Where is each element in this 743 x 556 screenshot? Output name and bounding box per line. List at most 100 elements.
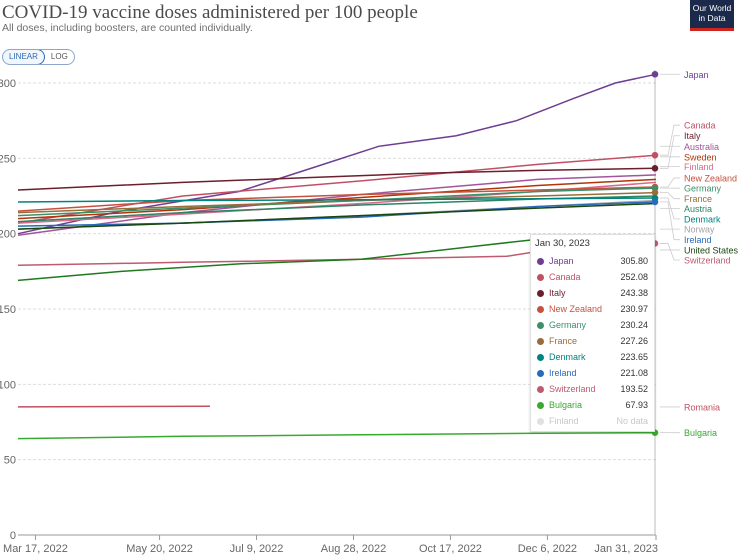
tooltip-value: 252.08 (620, 272, 648, 282)
tooltip-color-dot (537, 402, 544, 409)
series-end-dot (651, 165, 659, 172)
tooltip-row: Canada 252.08 (535, 271, 650, 285)
series-line (17, 167, 657, 191)
series-line (17, 237, 548, 282)
tooltip-color-dot (537, 354, 544, 361)
series-end-dot (651, 198, 659, 206)
label-connector (660, 197, 680, 220)
series-line (17, 197, 657, 203)
logo-line-2: in Data (698, 13, 726, 23)
tooltip-value: 221.08 (620, 368, 648, 378)
scale-toggle: LINEAR LOG (2, 49, 75, 65)
label-connector (660, 177, 680, 188)
label-connector (660, 192, 680, 200)
series-label: Australia (684, 142, 719, 152)
series-label: Norway (684, 225, 715, 235)
tooltip-series-name: Germany (549, 320, 587, 330)
label-connector (660, 201, 680, 241)
tooltip-value: 67.93 (625, 400, 648, 410)
tooltip-row: Japan 305.80 (535, 255, 650, 269)
series-label: Germany (684, 184, 722, 194)
x-tick-label: Dec 6, 2022 (518, 543, 577, 555)
series-label: Bulgaria (684, 428, 717, 438)
tooltip-value: 227.26 (620, 336, 648, 346)
tooltip-color-dot (537, 322, 544, 329)
label-connector (660, 124, 680, 156)
tooltip-color-dot (537, 386, 544, 393)
tooltip-row: Bulgaria 67.93 (535, 399, 650, 413)
tooltip-row: Italy 243.38 (535, 287, 650, 301)
y-tick-label: 100 (0, 379, 16, 391)
tooltip-color-dot (537, 290, 544, 297)
series-label: New Zealand (684, 173, 737, 183)
tooltip-row: Switzerland 193.52 (535, 383, 650, 397)
y-tick-label: 150 (0, 304, 16, 316)
y-tick-label: 300 (0, 78, 16, 90)
tooltip-value: 230.97 (620, 304, 648, 314)
series-label: France (684, 194, 712, 204)
logo-line-1: Our World (692, 3, 732, 13)
series-line (17, 178, 657, 220)
tooltip-color-dot (537, 306, 544, 313)
tooltip-date: Jan 30, 2023 (535, 238, 590, 249)
tooltip-value: 305.80 (620, 256, 648, 266)
hover-tooltip: Jan 30, 2023 Japan 305.80 Canada 252.08 Ital… (530, 234, 655, 432)
series-label: Canada (684, 121, 716, 131)
tooltip-series-name: New Zealand (549, 304, 603, 314)
chart-subtitle: All doses, including boosters, are count… (2, 22, 253, 34)
y-tick-label: 200 (0, 229, 16, 241)
series-end-dot (651, 189, 659, 196)
tooltip-color-dot (537, 258, 544, 265)
tooltip-row: New Zealand 230.97 (535, 303, 650, 317)
series-line (17, 202, 657, 230)
tooltip-row: Ireland 221.08 (535, 367, 650, 381)
series-label: Denmark (684, 214, 721, 224)
series-line (17, 201, 657, 227)
tooltip-series-name: Finland (549, 416, 579, 426)
series-label: Romania (684, 402, 720, 412)
tooltip-series-name: France (549, 336, 578, 346)
label-connector (660, 243, 680, 261)
series-label: Finland (684, 162, 714, 172)
series-line (17, 431, 657, 440)
tooltip-color-dot (537, 418, 544, 425)
tooltip-color-dot (537, 370, 544, 377)
tooltip-row: Finland No data (535, 415, 650, 429)
y-tick-label: 250 (0, 153, 16, 165)
tooltip-series-name: Denmark (549, 352, 586, 362)
tooltip-color-dot (537, 338, 544, 345)
series-label: Italy (684, 131, 701, 141)
x-tick-label: Aug 28, 2022 (321, 543, 386, 555)
tooltip-color-dot (537, 274, 544, 281)
tooltip-value: No data (616, 416, 648, 426)
series-line (17, 186, 657, 212)
tooltip-value: 193.52 (620, 384, 648, 394)
y-tick-label: 50 (4, 455, 16, 467)
tooltip-series-name: Japan (549, 256, 574, 266)
tooltip-row: Denmark 223.65 (535, 351, 650, 365)
tooltip-series-name: Ireland (549, 368, 577, 378)
tooltip-value: 243.38 (620, 288, 648, 298)
series-line (17, 405, 211, 408)
series-label: United States (684, 245, 739, 255)
tooltip-row: Germany 230.24 (535, 319, 650, 333)
chart-title: COVID-19 vaccine doses administered per … (2, 2, 418, 23)
series-label: Ireland (684, 235, 712, 245)
series-label: Switzerland (684, 256, 731, 266)
log-scale-button[interactable]: LOG (50, 52, 68, 61)
series-label: Japan (684, 70, 709, 80)
tooltip-series-name: Switzerland (549, 384, 596, 394)
series-label: Sweden (684, 152, 717, 162)
series-end-dot (651, 70, 659, 78)
series-line (17, 154, 657, 224)
owid-logo[interactable]: Our World in Data (690, 0, 734, 31)
x-tick-label: Jul 9, 2022 (230, 543, 284, 555)
x-tick-label: Oct 17, 2022 (419, 543, 482, 555)
series-label: Austria (684, 204, 712, 214)
y-tick-label: 0 (10, 530, 16, 542)
x-tick-label: Mar 17, 2022 (3, 543, 68, 555)
linear-scale-button[interactable]: LINEAR (2, 50, 45, 64)
x-tick-label: May 20, 2022 (126, 543, 193, 555)
tooltip-series-name: Bulgaria (549, 400, 583, 410)
